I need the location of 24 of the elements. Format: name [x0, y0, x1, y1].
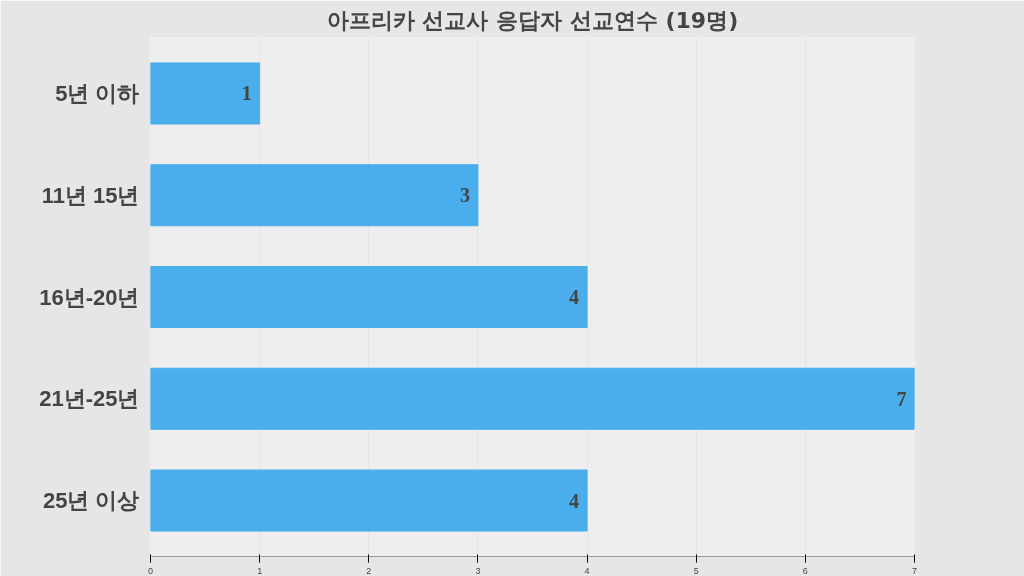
bar	[150, 62, 261, 125]
y-tick-label: 11년 15년	[41, 182, 140, 208]
y-tick-label: 21년-25년	[39, 386, 140, 412]
x-tick-label: 4	[584, 565, 590, 576]
bar	[150, 164, 479, 227]
bar	[150, 367, 915, 430]
bar	[150, 469, 588, 532]
x-tick-label: 2	[366, 565, 372, 576]
y-tick-label: 25년 이상	[42, 488, 140, 514]
data-label: 4	[569, 286, 580, 308]
y-tick-label: 5년 이하	[55, 80, 140, 106]
data-label: 1	[241, 82, 252, 105]
x-tick-label: 1	[257, 565, 263, 576]
chart-title: 아프리카 선교사 응답자 선교연수 (19명)	[326, 7, 739, 33]
x-tick-label: 6	[802, 565, 808, 576]
bar	[150, 265, 588, 329]
data-label: 3	[459, 184, 470, 207]
data-label: 4	[569, 489, 580, 512]
data-label: 7	[896, 387, 907, 410]
y-tick-label: 16년-20년	[39, 284, 140, 310]
x-tick-label: 5	[693, 565, 699, 576]
x-tick-label: 3	[475, 565, 481, 576]
x-tick-label: 0	[148, 565, 154, 576]
x-tick-label: 7	[912, 565, 918, 576]
